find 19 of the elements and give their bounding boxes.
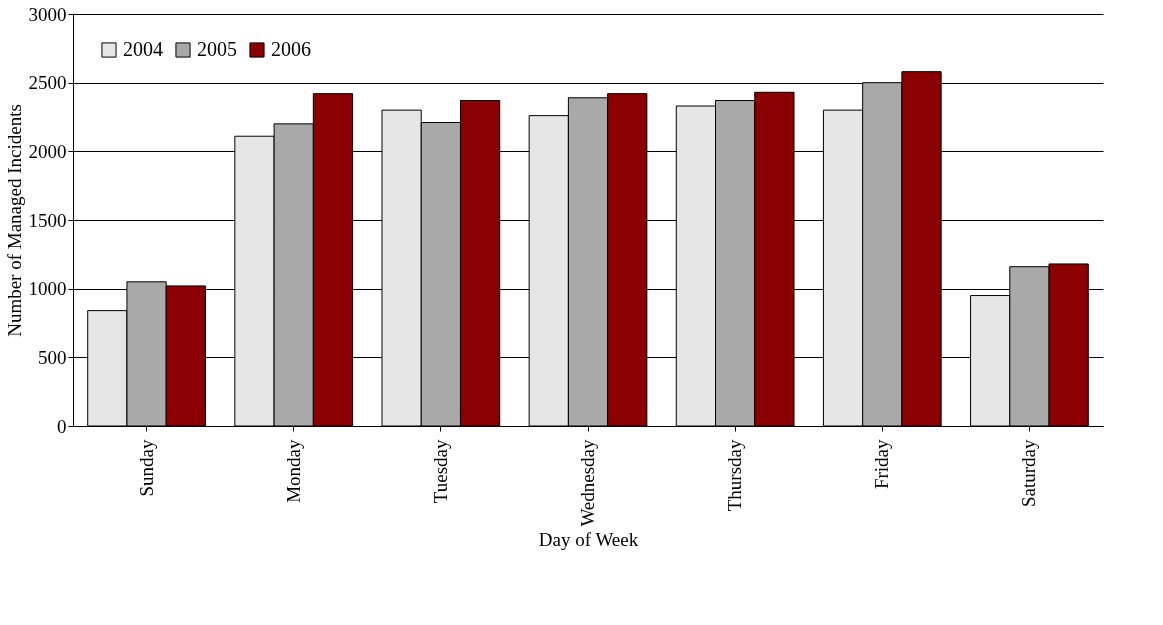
x-tick-label: Thursday — [724, 439, 746, 512]
x-tick-label: Monday — [282, 439, 304, 503]
y-axis-title: Number of Managed Incidents — [3, 104, 25, 337]
x-tick-label: Friday — [871, 439, 893, 490]
legend-label: 2005 — [197, 38, 237, 60]
y-tick-label: 1000 — [28, 278, 67, 300]
y-tick-label: 2000 — [28, 140, 67, 162]
y-tick-label: 500 — [38, 346, 67, 368]
x-tick-label: Saturday — [1018, 439, 1040, 508]
x-axis-title: Day of Week — [538, 528, 639, 550]
x-tick-label: Sunday — [135, 439, 157, 497]
x-tick-label: Wednesday — [577, 439, 598, 527]
y-tick-label: 3000 — [28, 3, 67, 25]
legend-label: 2004 — [123, 38, 163, 60]
y-tick-label: 1500 — [28, 209, 67, 231]
legend-label: 2006 — [271, 38, 311, 60]
y-tick-label: 2500 — [28, 72, 67, 94]
y-tick-label: 0 — [57, 415, 67, 437]
x-tick-label: Tuesday — [429, 439, 451, 504]
